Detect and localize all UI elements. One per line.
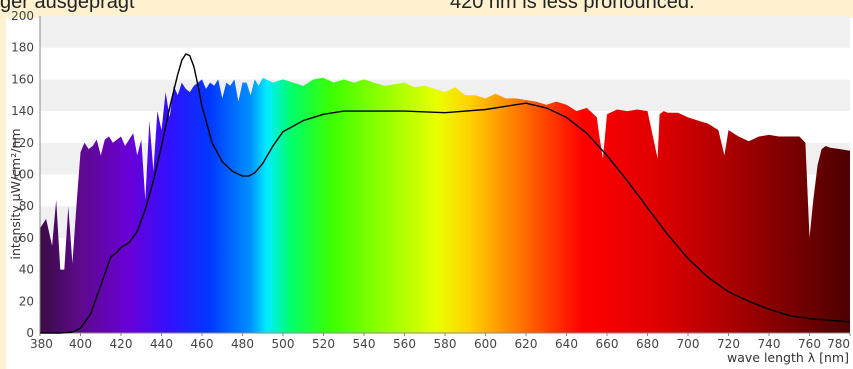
- y-tick-label: 20: [19, 294, 34, 308]
- grid-band: [40, 16, 850, 48]
- x-tick-labels: 380 400 420 440 460 480 500 520 540 560 580 600 620 6…: [30, 333, 851, 351]
- x-tick-label: 680: [636, 337, 659, 351]
- y-tick-label: 40: [19, 263, 34, 277]
- x-tick-label: 660: [596, 337, 619, 351]
- y-tick-label: 180: [11, 41, 34, 55]
- caption-left-text: ger ausgeprägt: [0, 0, 135, 13]
- caption-right-text: 420 nm is less pronounced.: [450, 0, 695, 13]
- y-axis-label: intensity μW/cm²/nm: [8, 128, 23, 259]
- y-tick-labels: 0 20 40 60 80 100 120 140 160 180 200: [11, 9, 34, 340]
- y-tick-label: 0: [26, 326, 34, 340]
- y-tick-label: 160: [11, 72, 34, 86]
- x-tick-label: 700: [677, 337, 700, 351]
- x-tick-label: 580: [434, 337, 457, 351]
- x-tick-label: 440: [150, 337, 173, 351]
- x-tick-label: 460: [191, 337, 214, 351]
- x-tick-label: 620: [515, 337, 538, 351]
- x-tick-label: 740: [758, 337, 781, 351]
- x-tick-label: 380: [30, 337, 53, 351]
- led-line: [40, 53, 851, 334]
- left-margin-strip: [0, 0, 6, 369]
- x-tick-label: 760: [798, 337, 821, 351]
- y-tick-label: 200: [11, 9, 34, 23]
- y-tick-label: 100: [11, 168, 34, 182]
- x-tick-label: 540: [353, 337, 376, 351]
- x-tick-label: 640: [555, 337, 578, 351]
- x-tick-label: 720: [717, 337, 740, 351]
- y-tick-label: 140: [11, 104, 34, 118]
- x-tick-label: 600: [474, 337, 497, 351]
- led-spectrum-line: [40, 53, 851, 334]
- caption-strip: [0, 0, 853, 18]
- x-tick-label: 480: [231, 337, 254, 351]
- x-tick-label: 520: [312, 337, 335, 351]
- grid-band: [40, 47, 850, 80]
- sunlight-area: [40, 77, 850, 333]
- x-tick-label: 500: [272, 337, 295, 351]
- x-tick-label: 400: [69, 337, 92, 351]
- x-axis-label: wave length λ [nm]: [727, 350, 849, 365]
- y-tick-label: 120: [11, 136, 34, 150]
- y-tick-label: 80: [19, 199, 34, 213]
- sunlight-spectrum-area: [40, 77, 850, 333]
- x-tick-label: 560: [393, 337, 416, 351]
- x-tick-label: 780: [827, 337, 850, 351]
- x-tick-label: 420: [110, 337, 133, 351]
- y-tick-label: 60: [19, 231, 34, 245]
